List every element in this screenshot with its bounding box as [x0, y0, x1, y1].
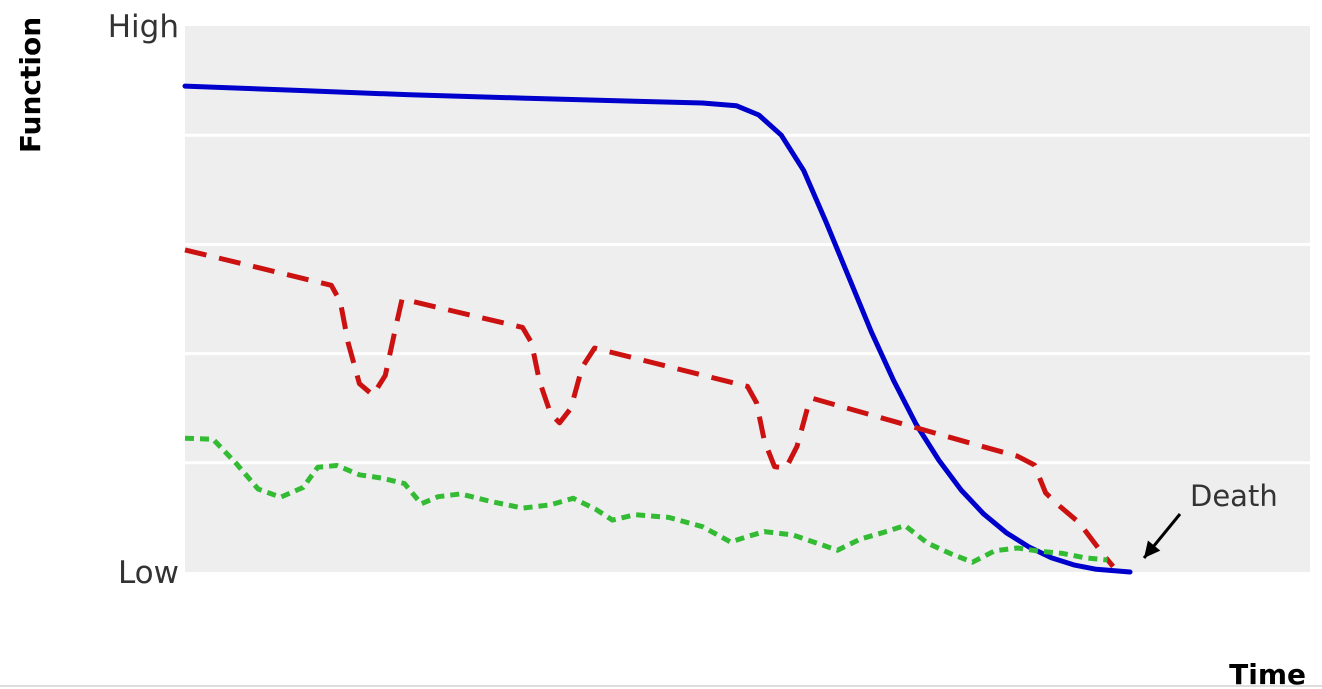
series-line-2	[184, 247, 1116, 569]
death-label: Death	[1190, 479, 1278, 513]
x-axis-label: Time	[1229, 658, 1306, 689]
y-axis-label: Function	[14, 17, 47, 153]
series-line-3	[184, 435, 1108, 565]
death-arrow-head	[1144, 540, 1161, 558]
y-tick-label-low: Low	[118, 555, 179, 591]
gridlines	[185, 133, 1310, 465]
y-tick-label-high: High	[108, 9, 179, 45]
death-annotation: Death	[1142, 479, 1278, 559]
y-tick-labels: High Low	[108, 9, 179, 591]
series-lines	[182, 83, 1133, 575]
plot-background	[185, 26, 1310, 572]
